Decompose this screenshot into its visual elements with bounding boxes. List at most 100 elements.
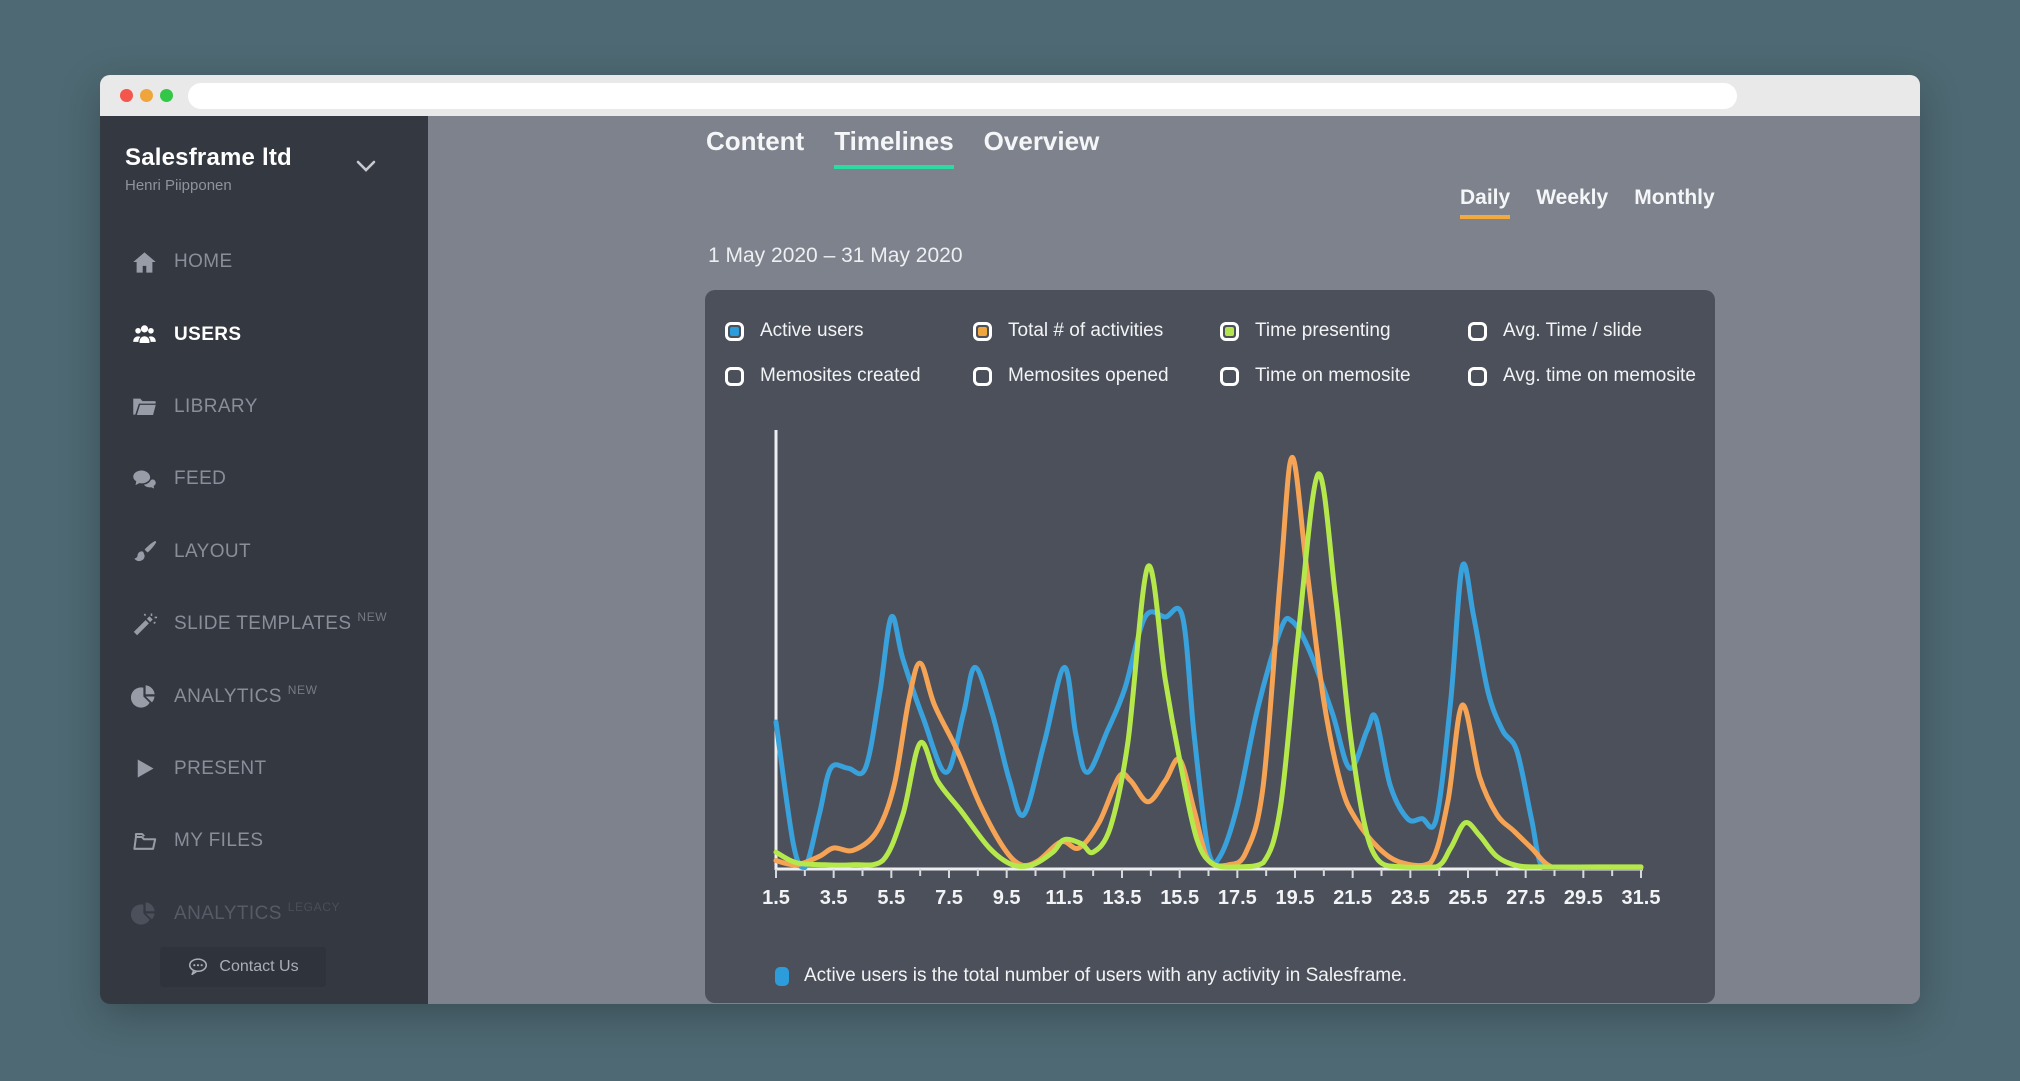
sidebar-item-home[interactable]: HOME — [100, 226, 428, 298]
legend-option-time-on-memosite[interactable]: Time on memosite — [1220, 365, 1468, 387]
checkbox-icon[interactable] — [725, 366, 744, 386]
legend-option-memosites-created[interactable]: Memosites created — [725, 365, 973, 387]
svg-text:29.5: 29.5 — [1564, 887, 1603, 909]
series-line-total-of-activities — [773, 454, 1644, 871]
feed-icon — [131, 466, 158, 493]
checkbox-icon[interactable] — [1468, 321, 1487, 341]
svg-text:11.5: 11.5 — [1045, 887, 1083, 909]
legend-option-avg-time-on-memosite[interactable]: Avg. time on memosite — [1468, 365, 1701, 387]
checkbox-icon[interactable] — [725, 321, 744, 341]
checkbox-icon[interactable] — [1468, 366, 1487, 386]
sidebar-item-label: FEED — [174, 468, 227, 490]
sidebar-item-label: USERS — [174, 323, 242, 345]
sidebar-item-label: ANALYTICS — [174, 902, 282, 924]
window-controls — [120, 89, 173, 102]
contact-us-label: Contact Us — [219, 958, 299, 975]
chevron-down-icon[interactable] — [356, 160, 376, 174]
svg-text:9.5: 9.5 — [993, 887, 1021, 909]
svg-text:15.5: 15.5 — [1160, 887, 1199, 909]
magic-wand-icon — [131, 611, 158, 638]
minimize-window-icon[interactable] — [140, 89, 153, 102]
svg-text:3.5: 3.5 — [820, 887, 848, 909]
sidebar-item-feed[interactable]: FEED — [100, 443, 428, 515]
footnote-text: Active users is the total number of user… — [804, 965, 1407, 986]
active-users-swatch-icon — [775, 966, 789, 986]
analytics-tabs: Content Timelines Overview — [706, 126, 1099, 169]
users-icon — [131, 321, 158, 348]
user-name: Henri Piipponen — [125, 177, 232, 194]
legend-option-total-activities[interactable]: Total # of activities — [973, 320, 1220, 342]
library-icon — [131, 393, 158, 420]
main-content: Content Timelines Overview Daily Weekly … — [428, 116, 1920, 1004]
sidebar-item-label: SLIDE TEMPLATES — [174, 613, 352, 635]
pie-chart-icon — [131, 900, 158, 927]
sidebar-item-present[interactable]: PRESENT — [100, 733, 428, 805]
new-badge: NEW — [287, 682, 318, 697]
timeline-chart: 1.5 3.5 5.5 7.5 9.5 11.5 13.5 15.5 17.5 19.5 21.5 2… — [762, 430, 1661, 909]
org-name: Salesframe ltd — [125, 144, 292, 171]
sidebar-item-analytics-legacy[interactable]: ANALYTICS LEGACY — [100, 878, 428, 950]
chart-footnote: Active users is the total number of user… — [775, 965, 1407, 987]
contact-us-button[interactable]: Contact Us — [160, 947, 326, 987]
svg-text:13.5: 13.5 — [1103, 887, 1142, 909]
chat-bubble-icon — [189, 958, 208, 976]
period-tabs: Daily Weekly Monthly — [1460, 186, 1715, 219]
checkbox-icon[interactable] — [1220, 366, 1239, 386]
svg-text:1.5: 1.5 — [762, 887, 790, 909]
legend-option-avg-time-slide[interactable]: Avg. Time / slide — [1468, 320, 1701, 342]
series-line-active-users — [773, 561, 1644, 871]
svg-text:23.5: 23.5 — [1391, 887, 1430, 909]
series-line-time-presenting — [773, 471, 1644, 870]
play-icon — [131, 755, 158, 782]
svg-text:5.5: 5.5 — [877, 887, 905, 909]
sidebar-item-slide-templates[interactable]: SLIDE TEMPLATES NEW — [100, 588, 428, 660]
sidebar-nav: HOME USERS LIBRARY FEED LAYOUT — [100, 226, 428, 950]
sidebar-item-label: ANALYTICS — [174, 685, 282, 707]
sidebar: Salesframe ltd Henri Piipponen HOME USER… — [100, 116, 428, 1004]
legacy-badge: LEGACY — [287, 899, 341, 914]
maximize-window-icon[interactable] — [160, 89, 173, 102]
svg-text:21.5: 21.5 — [1333, 887, 1372, 909]
tab-weekly[interactable]: Weekly — [1536, 186, 1609, 209]
sidebar-item-users[interactable]: USERS — [100, 298, 428, 370]
svg-text:27.5: 27.5 — [1506, 887, 1545, 909]
date-range: 1 May 2020 – 31 May 2020 — [708, 244, 963, 267]
tab-content[interactable]: Content — [706, 126, 805, 156]
chart-panel: Active users Total # of activities Time … — [705, 290, 1715, 1003]
sidebar-item-my-files[interactable]: MY FILES — [100, 805, 428, 877]
new-badge: NEW — [357, 610, 388, 625]
svg-text:17.5: 17.5 — [1218, 887, 1257, 909]
checkbox-icon[interactable] — [973, 321, 992, 341]
legend-option-memosites-opened[interactable]: Memosites opened — [973, 365, 1220, 387]
browser-window: Salesframe ltd Henri Piipponen HOME USER… — [100, 75, 1920, 1004]
folder-outline-icon — [131, 828, 158, 855]
pie-chart-icon — [131, 683, 158, 710]
sidebar-item-layout[interactable]: LAYOUT — [100, 516, 428, 588]
svg-text:25.5: 25.5 — [1449, 887, 1488, 909]
browser-chrome — [100, 75, 1920, 116]
org-switcher[interactable]: Salesframe ltd Henri Piipponen — [125, 144, 292, 194]
checkbox-icon[interactable] — [973, 366, 992, 386]
paintbrush-icon — [131, 538, 158, 565]
home-icon — [131, 249, 158, 276]
tab-daily[interactable]: Daily — [1460, 186, 1511, 219]
app: Salesframe ltd Henri Piipponen HOME USER… — [100, 116, 1920, 1004]
legend-option-active-users[interactable]: Active users — [725, 320, 973, 342]
close-window-icon[interactable] — [120, 89, 133, 102]
svg-text:19.5: 19.5 — [1276, 887, 1315, 909]
url-bar[interactable] — [188, 83, 1737, 109]
sidebar-item-label: LIBRARY — [174, 395, 258, 417]
checkbox-icon[interactable] — [1220, 321, 1239, 341]
sidebar-item-library[interactable]: LIBRARY — [100, 371, 428, 443]
tab-overview[interactable]: Overview — [983, 126, 1100, 156]
sidebar-item-analytics[interactable]: ANALYTICS NEW — [100, 660, 428, 732]
metric-legend: Active users Total # of activities Time … — [725, 320, 1701, 387]
svg-text:31.5: 31.5 — [1622, 887, 1661, 909]
sidebar-item-label: PRESENT — [174, 757, 267, 779]
svg-text:7.5: 7.5 — [935, 887, 963, 909]
tab-timelines[interactable]: Timelines — [834, 126, 954, 169]
sidebar-item-label: LAYOUT — [174, 540, 252, 562]
sidebar-item-label: HOME — [174, 251, 233, 273]
tab-monthly[interactable]: Monthly — [1634, 186, 1715, 209]
legend-option-time-presenting[interactable]: Time presenting — [1220, 320, 1468, 342]
